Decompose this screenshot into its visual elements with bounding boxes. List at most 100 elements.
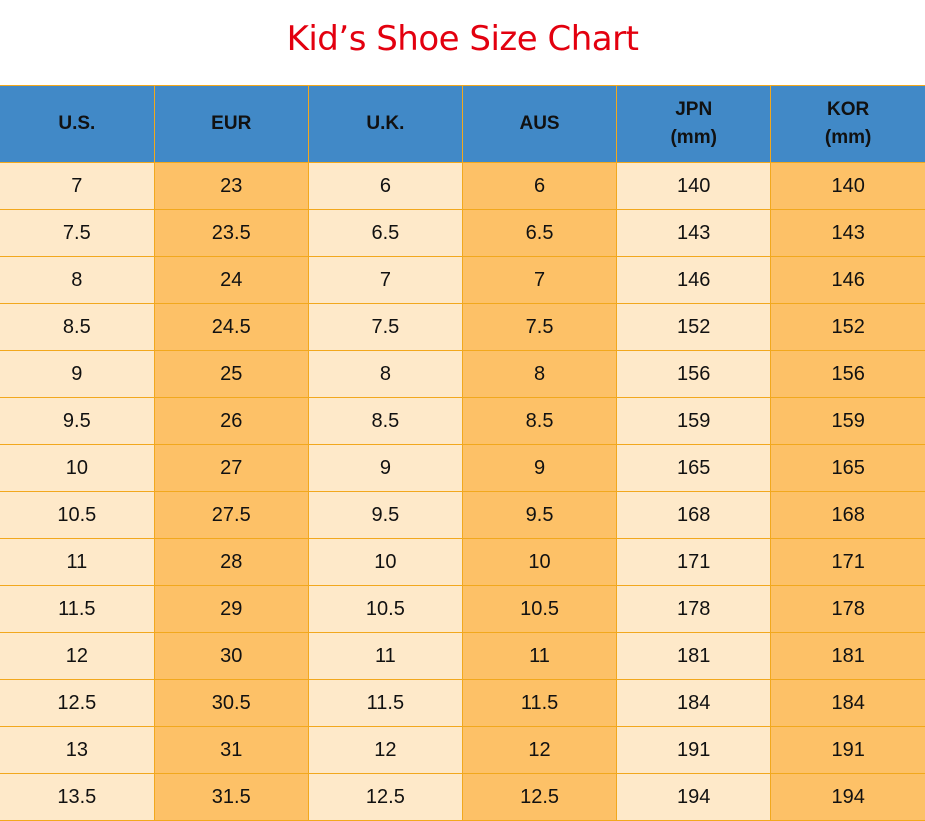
table-cell: 7: [307, 256, 463, 304]
table-cell: 181: [770, 632, 925, 680]
table-cell: 6.5: [461, 209, 618, 257]
table-cell: 11: [307, 632, 463, 680]
table-cell: 165: [770, 444, 925, 492]
header-row: U.S. EUR U.K. AUS JPN (mm) KOR (mm): [0, 85, 925, 163]
table-cell: 8.5: [0, 303, 155, 351]
table-row: 7 23 6 6 140 140: [0, 162, 925, 210]
table-cell: 9.5: [307, 491, 463, 539]
table-cell: 9.5: [0, 397, 155, 445]
table-cell: 184: [770, 679, 925, 727]
table-cell: 191: [770, 726, 925, 774]
table-cell: 140: [770, 162, 925, 210]
table-cell: 146: [616, 256, 772, 304]
table-cell: 159: [616, 397, 772, 445]
table-cell: 171: [770, 538, 925, 586]
table-cell: 8.5: [461, 397, 618, 445]
table-row: 13.5 31.5 12.5 12.5 194 194: [0, 773, 925, 821]
table-cell: 12.5: [0, 679, 155, 727]
table-cell: 7.5: [461, 303, 618, 351]
column-header-text: AUS: [519, 113, 560, 134]
table-cell: 9: [461, 444, 618, 492]
table-cell: 6.5: [307, 209, 463, 257]
table-row: 10.5 27.5 9.5 9.5 168 168: [0, 491, 925, 539]
table-row: 12.5 30.5 11.5 11.5 184 184: [0, 679, 925, 727]
column-header-text: KOR: [827, 99, 870, 120]
table-cell: 156: [616, 350, 772, 398]
table-row: 8.5 24.5 7.5 7.5 152 152: [0, 303, 925, 351]
table-cell: 13: [0, 726, 155, 774]
table-cell: 26: [153, 397, 309, 445]
table-cell: 27.5: [153, 491, 309, 539]
column-header-text: (mm): [670, 127, 717, 148]
table-cell: 10.5: [0, 491, 155, 539]
table-cell: 8.5: [307, 397, 463, 445]
column-header: EUR: [153, 85, 309, 163]
table-cell: 13.5: [0, 773, 155, 821]
table-cell: 9: [0, 350, 155, 398]
table-cell: 24: [153, 256, 309, 304]
table-cell: 143: [616, 209, 772, 257]
table-cell: 159: [770, 397, 925, 445]
table-cell: 146: [770, 256, 925, 304]
column-header: KOR (mm): [770, 85, 925, 163]
table-cell: 7.5: [307, 303, 463, 351]
table-cell: 7: [0, 162, 155, 210]
table-cell: 12.5: [307, 773, 463, 821]
table-cell: 25: [153, 350, 309, 398]
table-cell: 8: [0, 256, 155, 304]
table-cell: 184: [616, 679, 772, 727]
table-cell: 178: [616, 585, 772, 633]
table-row: 9 25 8 8 156 156: [0, 350, 925, 398]
table-cell: 168: [616, 491, 772, 539]
table-cell: 143: [770, 209, 925, 257]
table-cell: 8: [461, 350, 618, 398]
table-cell: 10.5: [307, 585, 463, 633]
column-header-text: JPN: [675, 99, 713, 120]
table-cell: 11.5: [0, 585, 155, 633]
table-row: 11.5 29 10.5 10.5 178 178: [0, 585, 925, 633]
table-cell: 6: [461, 162, 618, 210]
table-cell: 171: [616, 538, 772, 586]
column-header-text: (mm): [824, 127, 872, 148]
table-cell: 11.5: [461, 679, 618, 727]
column-header: U.K.: [307, 85, 463, 163]
column-header-text: EUR: [211, 113, 252, 134]
page-title: Kid’s Shoe Size Chart: [286, 19, 639, 59]
table-row: 7.5 23.5 6.5 6.5 143 143: [0, 209, 925, 257]
table-row: 12 30 11 11 181 181: [0, 632, 925, 680]
table-cell: 28: [153, 538, 309, 586]
table-cell: 24.5: [153, 303, 309, 351]
table-cell: 181: [616, 632, 772, 680]
table-cell: 11: [0, 538, 155, 586]
table-row: 11 28 10 10 171 171: [0, 538, 925, 586]
table-cell: 9.5: [461, 491, 618, 539]
table-cell: 7.5: [0, 209, 155, 257]
size-chart-table: U.S. EUR U.K. AUS JPN (mm) KOR (mm) 7 23 6 6 140 140…: [0, 85, 925, 821]
table-cell: 10: [307, 538, 463, 586]
table-cell: 12.5: [461, 773, 618, 821]
column-header: U.S.: [0, 85, 155, 163]
table-cell: 10: [0, 444, 155, 492]
table-cell: 165: [616, 444, 772, 492]
table-cell: 12: [307, 726, 463, 774]
table-cell: 23: [153, 162, 309, 210]
column-header: AUS: [461, 85, 618, 163]
table-cell: 31: [153, 726, 309, 774]
table-cell: 10: [461, 538, 618, 586]
table-cell: 11: [461, 632, 618, 680]
table-cell: 30.5: [153, 679, 309, 727]
table-cell: 191: [616, 726, 772, 774]
table-cell: 23.5: [153, 209, 309, 257]
table-body: 7 23 6 6 140 140 7.5 23.5 6.5 6.5 143 143 8 24 7 7 146 14…: [0, 162, 925, 821]
table-cell: 8: [307, 350, 463, 398]
table-cell: 10.5: [461, 585, 618, 633]
table-cell: 7: [461, 256, 618, 304]
column-header: JPN (mm): [616, 85, 772, 163]
table-cell: 178: [770, 585, 925, 633]
table-cell: 30: [153, 632, 309, 680]
table-cell: 152: [616, 303, 772, 351]
table-cell: 31.5: [153, 773, 309, 821]
table-row: 8 24 7 7 146 146: [0, 256, 925, 304]
column-header-text: U.S.: [58, 113, 96, 134]
table-cell: 29: [153, 585, 309, 633]
